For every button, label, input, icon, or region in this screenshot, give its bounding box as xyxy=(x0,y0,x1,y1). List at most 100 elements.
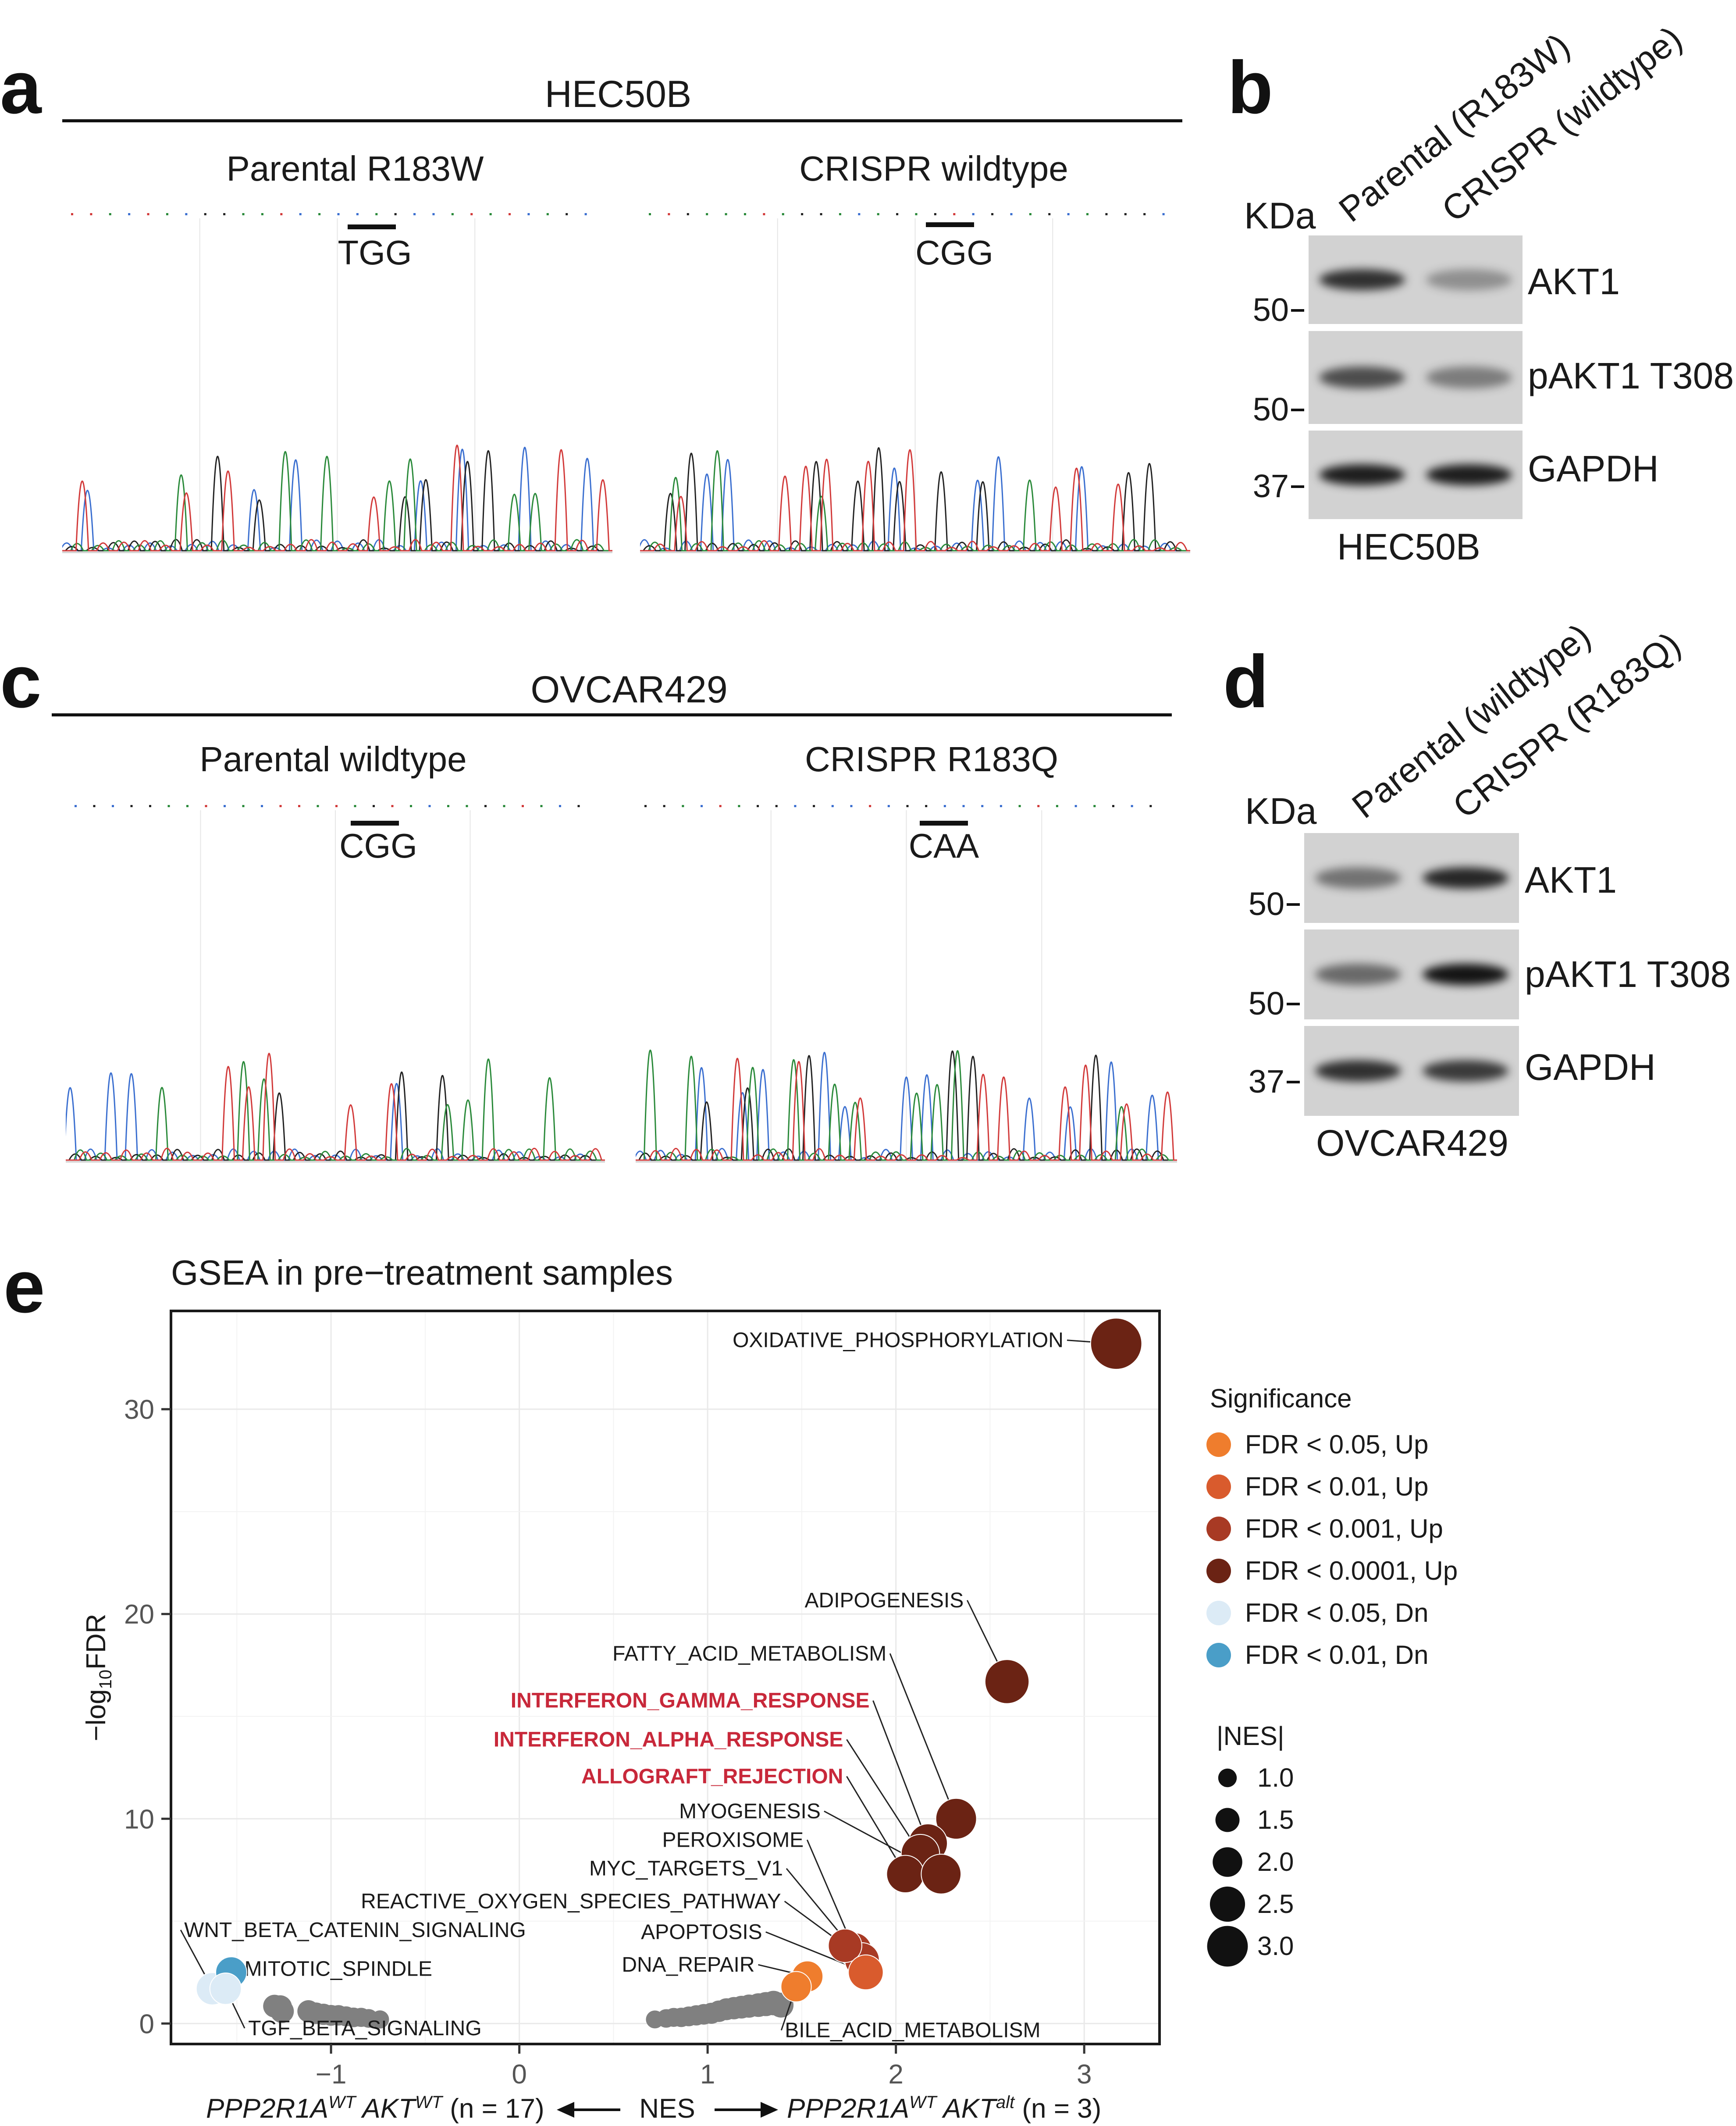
blot-band xyxy=(1319,366,1405,389)
legend-size-title: |NES| xyxy=(1217,1721,1284,1751)
base-call xyxy=(934,213,936,215)
label-leader xyxy=(872,1700,929,1844)
base-call xyxy=(1010,213,1013,215)
blot-band xyxy=(1315,867,1401,889)
base-call xyxy=(428,805,431,807)
base-call xyxy=(584,213,587,215)
base-call xyxy=(782,213,784,215)
legend-swatch xyxy=(1206,1559,1231,1583)
base-call xyxy=(503,805,505,807)
trace-channel xyxy=(640,449,1190,552)
base-call xyxy=(466,805,468,807)
data-point xyxy=(984,1659,1030,1704)
legend-size-swatch xyxy=(1207,1926,1248,1967)
base-call xyxy=(1143,213,1146,215)
base-call xyxy=(354,805,356,807)
blot-d-gapdh xyxy=(1304,1026,1519,1116)
base-call xyxy=(719,805,722,807)
blot-band xyxy=(1315,963,1401,986)
base-call xyxy=(668,213,670,215)
panel-a-left-codon-bar xyxy=(348,224,396,229)
base-call xyxy=(337,213,340,215)
base-call xyxy=(375,213,378,215)
chromatogram xyxy=(636,805,1177,1163)
base-call xyxy=(130,805,133,807)
legend-swatch xyxy=(1206,1643,1231,1667)
legend-label: FDR < 0.01, Dn xyxy=(1245,1640,1429,1670)
trace-channel xyxy=(66,1053,605,1161)
base-call xyxy=(470,213,473,215)
base-call xyxy=(706,213,708,215)
y-axis-label-tail: FDR xyxy=(81,1614,111,1670)
blot-b-pakt1 xyxy=(1309,331,1523,424)
legend-size-label: 2.5 xyxy=(1257,1889,1294,1919)
point-label: ALLOGRAFT_REJECTION xyxy=(581,1765,843,1788)
blot-b-cell-line: HEC50B xyxy=(1337,526,1480,567)
panel-a-left-title: Parental R183W xyxy=(226,149,484,188)
data-point xyxy=(828,1928,862,1963)
base-call xyxy=(925,805,928,807)
point-label: TGF_BETA_SIGNALING xyxy=(248,2017,482,2040)
blot-band xyxy=(1426,269,1512,291)
base-call xyxy=(280,213,283,215)
base-call xyxy=(527,213,530,215)
base-call xyxy=(831,805,834,807)
point-label: REACTIVE_OXYGEN_SPECIES_PATHWAY xyxy=(361,1890,781,1913)
marker-b-3: 37 xyxy=(1252,468,1289,504)
marker-tick xyxy=(1291,485,1304,488)
marker-tick xyxy=(1291,309,1304,312)
panel-a-right-title: CRISPR wildtype xyxy=(799,149,1068,188)
base-call xyxy=(149,805,151,807)
point-label: MITOTIC_SPINDLE xyxy=(245,1958,433,1981)
panel-a-cell-line: HEC50B xyxy=(544,73,692,115)
legend-size-swatch xyxy=(1218,1768,1237,1788)
nonsig-point xyxy=(371,2010,389,2029)
x-tick-label: 3 xyxy=(1077,2059,1092,2090)
base-call xyxy=(447,805,449,807)
base-call xyxy=(850,805,853,807)
x-tick-label: 0 xyxy=(512,2059,526,2090)
base-call xyxy=(509,213,511,215)
base-call xyxy=(1131,805,1133,807)
panel-a-right-codon-bar xyxy=(926,222,974,227)
x-axis-left-label: PPP2R1AWT AKTWT (n = 17) xyxy=(206,2093,544,2124)
band-label-b-pakt1: pAKT1 T308 xyxy=(1528,355,1734,396)
base-call xyxy=(318,213,321,215)
legend-size-label: 1.5 xyxy=(1257,1805,1294,1834)
base-call xyxy=(1149,805,1152,807)
base-call xyxy=(1162,213,1165,215)
blot-band xyxy=(1422,1060,1508,1082)
base-call xyxy=(90,213,92,215)
base-call xyxy=(869,805,872,807)
point-label: PEROXISOME xyxy=(662,1828,804,1852)
legend-label: FDR < 0.05, Dn xyxy=(1245,1598,1429,1627)
base-call xyxy=(687,213,689,215)
base-call xyxy=(1018,805,1021,807)
blot-d-pakt1 xyxy=(1304,929,1519,1019)
legend-label: FDR < 0.001, Up xyxy=(1245,1514,1443,1543)
x-tick-label: 1 xyxy=(700,2059,715,2090)
base-call xyxy=(71,213,73,215)
base-call xyxy=(109,213,111,215)
base-call xyxy=(991,213,994,215)
base-call xyxy=(432,213,435,215)
base-call xyxy=(93,805,96,807)
base-call xyxy=(166,213,168,215)
trace-channel xyxy=(640,450,1190,552)
base-call xyxy=(186,805,189,807)
panel-c-cell-line: OVCAR429 xyxy=(530,669,728,711)
base-call xyxy=(682,805,684,807)
x-axis-right-label: PPP2R1AWT AKTalt (n = 3) xyxy=(787,2093,1101,2124)
kda-label-b: KDa xyxy=(1244,195,1316,236)
legend-swatch xyxy=(1206,1432,1231,1457)
y-axis-label-main: −log xyxy=(81,1689,111,1741)
marker-tick xyxy=(1291,409,1304,411)
base-call xyxy=(775,805,778,807)
point-label: BILE_ACID_METABOLISM xyxy=(785,2019,1040,2042)
base-call xyxy=(1056,805,1058,807)
x-axis-right-arrowhead xyxy=(761,2102,778,2118)
panel-c-divider xyxy=(52,713,1172,716)
base-call xyxy=(953,213,956,215)
base-call xyxy=(413,213,416,215)
legend-label: FDR < 0.05, Up xyxy=(1245,1430,1429,1459)
